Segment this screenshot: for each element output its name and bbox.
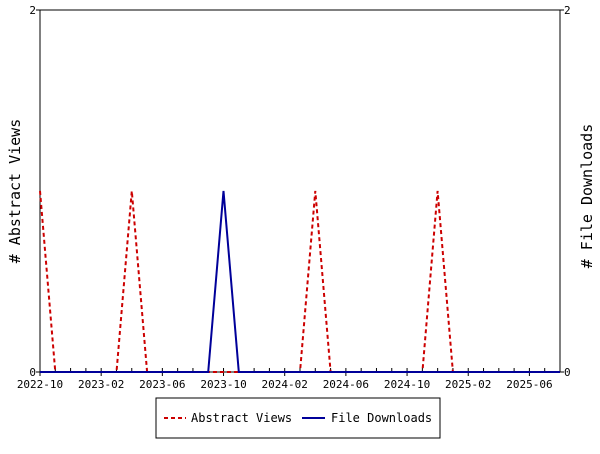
x-tick-label-2025-06: 2025-06 (506, 378, 552, 391)
legend-box (155, 397, 441, 439)
legend: Abstract Views File Downloads (155, 397, 441, 439)
y-left-axis-title: # Abstract Views (6, 119, 24, 264)
y-right-tick-label-0: 0 (564, 366, 571, 379)
series-layer (39, 190, 560, 373)
x-tick-label-2023-06: 2023-06 (139, 378, 185, 391)
legend-label-abstract-views: Abstract Views (191, 411, 292, 425)
legend-label-file-downloads: File Downloads (331, 411, 432, 425)
x-tick-label-2022-10: 2022-10 (17, 378, 63, 391)
series-line-file-downloads (40, 190, 560, 373)
x-tick-label-2023-10: 2023-10 (200, 378, 246, 391)
x-tick-label-2025-02: 2025-02 (445, 378, 491, 391)
y-left-tick-label-0: 0 (29, 366, 36, 379)
y-axis-ticks: 0 2 0 2 (29, 4, 570, 379)
y-right-tick-label-2: 2 (564, 4, 571, 17)
x-tick-label-2024-06: 2024-06 (323, 378, 369, 391)
y-left-tick-label-2: 2 (29, 4, 36, 17)
plot-frame (39, 9, 561, 373)
x-tick-label-2023-02: 2023-02 (78, 378, 124, 391)
x-tick-label-2024-10: 2024-10 (384, 378, 430, 391)
x-axis-ticks: 2022-10 2023-02 2023-06 2023-10 2024-02 2024-… (17, 372, 553, 391)
y-right-axis-title: # File Downloads (578, 124, 596, 269)
x-tick-label-2024-02: 2024-02 (262, 378, 308, 391)
